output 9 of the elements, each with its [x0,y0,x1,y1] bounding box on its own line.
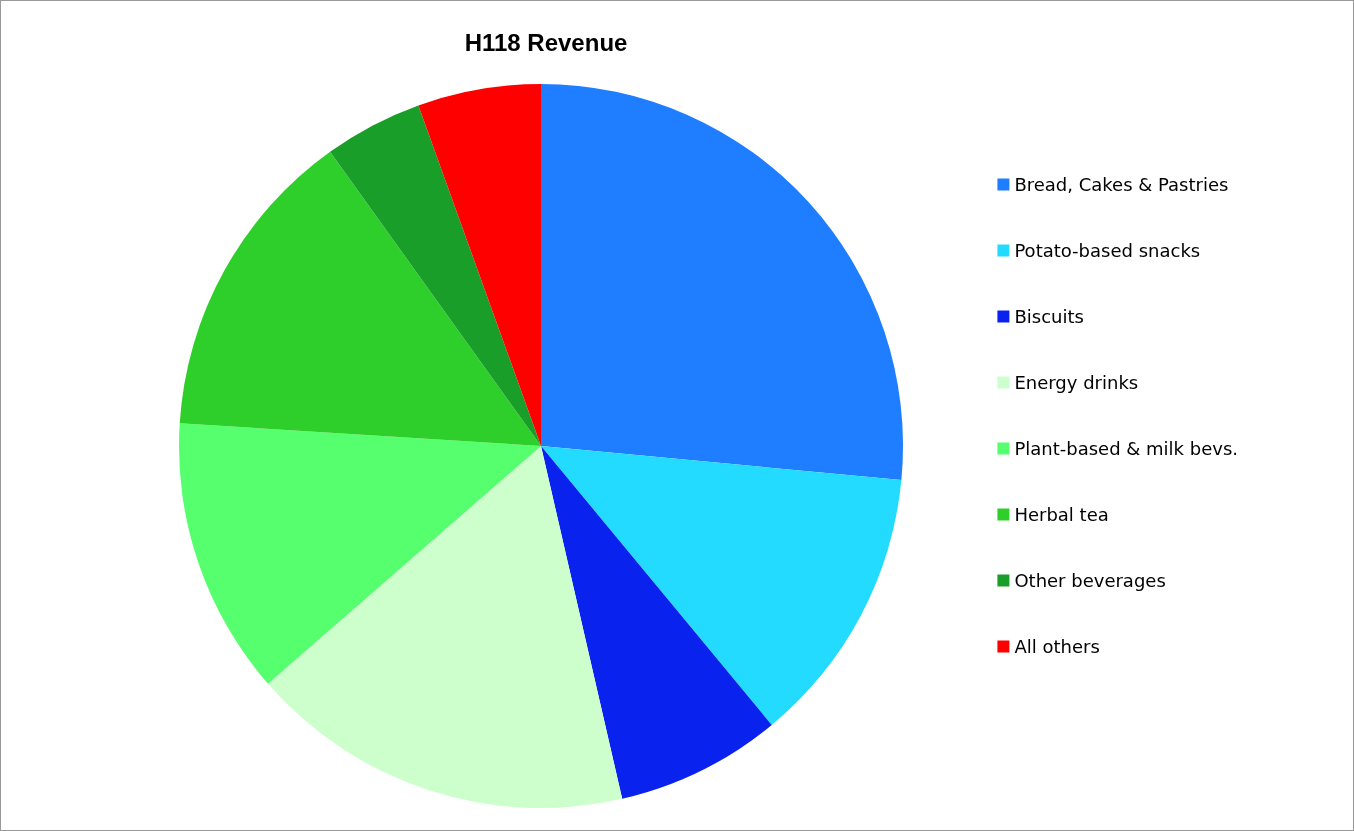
legend-label: All others [1014,636,1100,657]
legend-label: Potato-based snacks [1014,240,1201,261]
legend-label: Herbal tea [1014,504,1109,525]
legend-label: Biscuits [1014,306,1084,327]
legend-label: Energy drinks [1014,372,1139,393]
legend-label: Bread, Cakes & Pastries [1014,174,1229,195]
chart-title: H118 Revenue [464,28,628,56]
legend-label: Plant-based & milk bevs. [1014,438,1238,459]
legend-label: Other beverages [1014,570,1166,591]
